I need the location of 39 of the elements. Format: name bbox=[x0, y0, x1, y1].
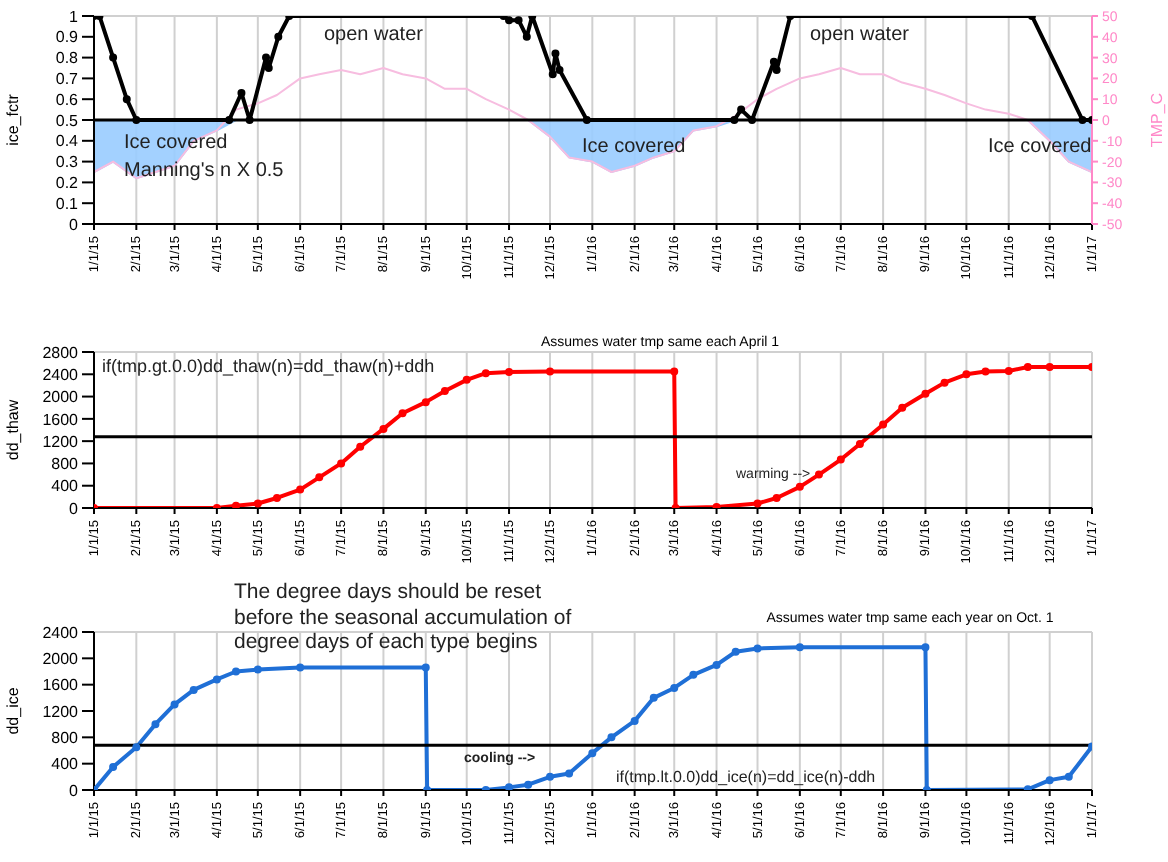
y-tick-label: 400 bbox=[51, 477, 80, 496]
annotation: Ice covered bbox=[988, 136, 1092, 160]
y-tick-label: 1200 bbox=[42, 432, 80, 451]
y-tick-label: 0.7 bbox=[55, 70, 80, 89]
annotation: Manning's n X 0.5 bbox=[124, 160, 284, 184]
annotation: Ice covered bbox=[582, 136, 686, 160]
y-tick-label: 0.5 bbox=[55, 111, 80, 130]
y-tick-label: 800 bbox=[51, 729, 80, 748]
y-tick-label: 2400 bbox=[42, 623, 80, 642]
y-tick-label: 1200 bbox=[42, 702, 80, 721]
y-tick-label: 1600 bbox=[42, 676, 80, 695]
y-tick-label: 0.3 bbox=[55, 153, 80, 172]
y-tick-label: 400 bbox=[51, 755, 80, 774]
y-tick-label: 0.6 bbox=[55, 90, 80, 109]
y-tick-label: 2800 bbox=[42, 343, 80, 362]
annotation: open water bbox=[810, 24, 909, 48]
y-tick-label: 0 bbox=[69, 781, 80, 800]
y-tick-label: 0.2 bbox=[55, 174, 80, 193]
y-tick-label: 1600 bbox=[42, 410, 80, 429]
y-tick-label: 0 bbox=[69, 499, 80, 518]
y-tick-label: 0.4 bbox=[55, 132, 80, 151]
y-axis-title: dd_thaw bbox=[3, 399, 22, 461]
y2-axis-title: TMP_C bbox=[1147, 92, 1166, 148]
annotation: Ice covered bbox=[124, 132, 228, 156]
y-tick-label: 0 bbox=[69, 215, 80, 234]
y-axis-title: dd_ice bbox=[3, 686, 22, 735]
annotation: if(tmp.lt.0.0)dd_ice(n)=dd_ice(n)-ddh bbox=[616, 768, 876, 788]
annotation: if(tmp.gt.0.0)dd_thaw(n)=dd_thaw(n)+ddh bbox=[102, 356, 435, 378]
y-tick-label: 0.9 bbox=[55, 28, 80, 47]
y-tick-label: 2000 bbox=[42, 650, 80, 669]
y-tick-label: 2400 bbox=[42, 365, 80, 384]
annotation: open water bbox=[324, 24, 423, 48]
y-tick-label: 800 bbox=[51, 455, 80, 474]
y-tick-label: 2000 bbox=[42, 388, 80, 407]
y-tick-label: 0.8 bbox=[55, 49, 80, 68]
y-tick-label: 1 bbox=[69, 7, 80, 26]
annotation: The degree days should be reset before the seasonal accumulation of degree days of each type begins bbox=[234, 580, 574, 656]
y-axis-title: ice_fctr bbox=[3, 93, 22, 146]
y-tick-label: 0.1 bbox=[55, 194, 80, 213]
